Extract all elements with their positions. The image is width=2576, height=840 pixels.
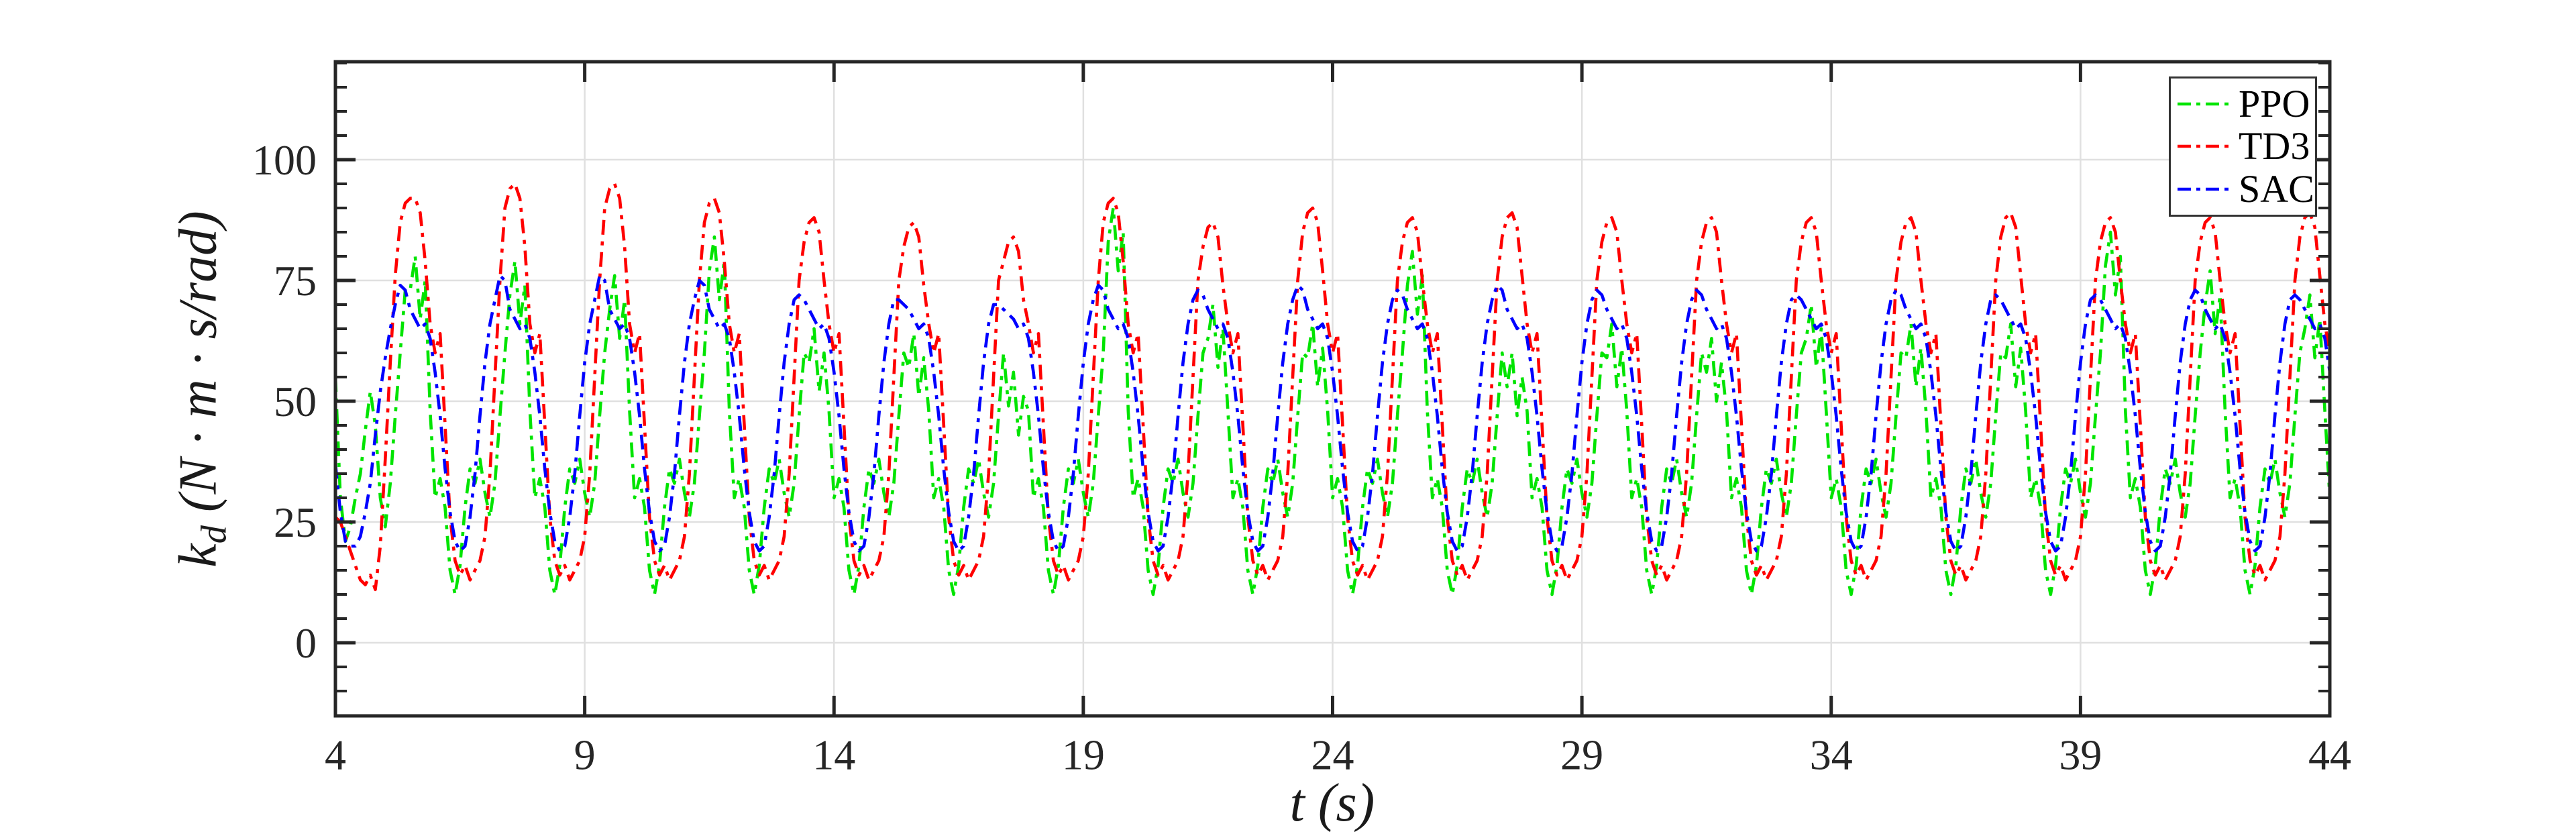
y-axis-label-variable: k: [168, 543, 228, 568]
y-axis-label-subscript: d: [193, 525, 234, 544]
series-line-ppo: [335, 206, 2330, 596]
legend-label-sac: SAC: [2239, 167, 2314, 211]
x-axis-label: t (s): [1290, 773, 1375, 834]
y-tick-label: 50: [274, 378, 317, 425]
y-axis-label: kd (N · m · s/rad): [168, 211, 234, 568]
legend-entry-ppo: PPO: [2178, 81, 2315, 125]
legend-label-td3: TD3: [2239, 124, 2310, 168]
y-tick-label: 75: [274, 257, 317, 305]
x-tick-label: 9: [574, 731, 596, 779]
x-tick-label: 14: [812, 731, 855, 779]
x-tick-label: 39: [2059, 731, 2102, 779]
y-tick-label: 0: [295, 619, 317, 667]
series-line-td3: [335, 182, 2330, 592]
tick-labels: 4 9 14 19 24 29 34 39 44 0 25 50 75 100: [252, 136, 2351, 779]
x-tick-label: 4: [325, 731, 346, 779]
series-line-sac: [335, 274, 2330, 553]
legend-entry-sac: SAC: [2178, 170, 2315, 209]
x-tick-label: 24: [1311, 731, 1354, 779]
legend-entry-td3: TD3: [2178, 127, 2315, 166]
axes-box: [333, 60, 2332, 718]
legend-line-sample-sac: [2178, 187, 2230, 191]
legend-box: PPO TD3 SAC: [2169, 76, 2317, 217]
x-tick-label: 19: [1062, 731, 1105, 779]
data-series: [335, 182, 2330, 596]
x-tick-label: 29: [1560, 731, 1603, 779]
legend-line-sample-td3: [2178, 145, 2230, 148]
x-tick-label: 34: [1810, 731, 1853, 779]
grid-lines: [335, 62, 2330, 716]
x-axis-label-variable: t: [1289, 774, 1305, 833]
legend-line-sample-ppo: [2178, 102, 2230, 106]
y-tick-label: 100: [252, 136, 317, 184]
y-axis-label-units: (N · m · s/rad): [168, 211, 228, 513]
x-tick-label: 44: [2308, 731, 2351, 779]
x-axis-label-units: (s): [1318, 774, 1375, 833]
legend-label-ppo: PPO: [2239, 81, 2310, 125]
y-tick-label: 25: [274, 498, 317, 546]
